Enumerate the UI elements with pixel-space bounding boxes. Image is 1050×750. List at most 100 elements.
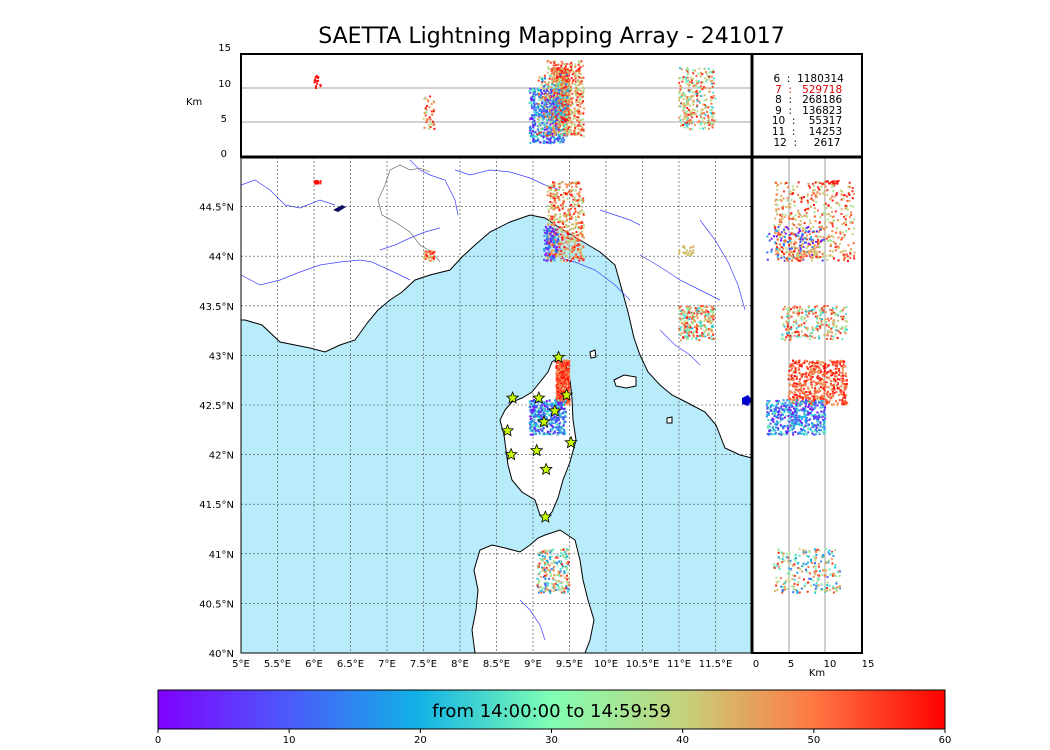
lightning-source xyxy=(573,198,576,201)
lightning-source-altitude xyxy=(432,110,435,113)
lightning-source xyxy=(532,419,535,422)
lightning-source-altitude xyxy=(565,72,568,75)
lightning-source-altitude xyxy=(686,73,689,76)
lightning-source xyxy=(528,400,531,403)
lightning-source xyxy=(555,246,558,249)
lightning-source-altitude xyxy=(679,86,682,89)
lightning-source xyxy=(695,314,698,317)
lightning-source xyxy=(678,329,681,332)
lightning-source-altitude xyxy=(548,117,551,120)
lightning-source-altitude xyxy=(582,86,585,89)
lightning-source-altitude xyxy=(572,71,575,74)
lightning-source-altitude xyxy=(560,138,563,141)
lightning-source xyxy=(550,415,553,418)
lightning-source xyxy=(678,307,681,310)
lightning-source-altitude xyxy=(703,94,706,97)
lightning-source-altitude xyxy=(685,98,688,101)
lightning-source xyxy=(680,312,683,315)
lightning-source-side xyxy=(817,371,820,374)
lightning-source-altitude xyxy=(534,124,537,127)
lightning-source-side xyxy=(838,368,841,371)
lightning-source-altitude xyxy=(556,91,559,94)
lightning-source xyxy=(541,413,544,416)
lightning-source-altitude xyxy=(561,114,564,117)
lightning-source-altitude xyxy=(562,83,565,86)
lightning-source-altitude xyxy=(537,119,540,122)
lightning-source-side xyxy=(820,378,823,381)
lightning-source-side xyxy=(798,419,801,422)
lightning-source xyxy=(561,256,564,259)
lightning-source xyxy=(711,313,714,316)
lightning-source-altitude xyxy=(581,93,584,96)
lightning-source xyxy=(714,337,717,340)
lightning-source-altitude xyxy=(685,111,688,114)
lightning-source xyxy=(319,182,322,185)
lightning-source xyxy=(544,253,547,256)
latitude-tick-label: 40.5°N xyxy=(199,599,234,610)
lightning-source xyxy=(558,254,561,257)
lightning-source-altitude xyxy=(564,88,567,91)
lightning-source-altitude xyxy=(568,113,571,116)
lightning-source-altitude xyxy=(559,100,562,103)
lightning-source-altitude xyxy=(557,81,560,84)
lightning-source-side xyxy=(813,364,816,367)
lightning-source xyxy=(562,367,565,370)
lightning-source xyxy=(558,368,561,371)
lightning-source xyxy=(582,258,585,261)
lightning-source xyxy=(564,399,567,402)
lightning-source-altitude xyxy=(536,90,539,93)
lightning-source-side xyxy=(836,378,839,381)
lightning-source-side xyxy=(844,365,847,368)
lightning-source-side xyxy=(816,381,819,384)
lightning-source xyxy=(563,362,566,365)
lightning-source-altitude xyxy=(678,105,681,108)
lightning-source xyxy=(706,310,709,313)
lightning-source-altitude xyxy=(563,116,566,119)
lightning-source xyxy=(551,207,554,210)
lightning-source-altitude xyxy=(577,63,580,66)
lightning-source-side xyxy=(793,427,796,430)
lightning-source-side xyxy=(818,413,821,416)
lightning-source-side xyxy=(810,379,813,382)
lightning-source xyxy=(701,309,704,312)
lightning-source xyxy=(557,586,560,589)
lightning-source-altitude xyxy=(707,118,710,121)
lightning-source-altitude xyxy=(553,65,556,68)
lightning-source-altitude xyxy=(565,119,568,122)
lightning-source xyxy=(567,571,570,574)
lightning-source xyxy=(541,550,544,553)
lightning-source-altitude xyxy=(550,68,553,71)
lightning-source xyxy=(683,325,686,328)
lightning-source-altitude xyxy=(694,69,697,72)
station-star-icon xyxy=(529,443,544,457)
lightning-source xyxy=(561,374,564,377)
lightning-source-altitude xyxy=(534,90,537,93)
lightning-source xyxy=(544,231,547,234)
lightning-source-altitude xyxy=(429,118,432,121)
lightning-source-altitude xyxy=(581,126,584,129)
lightning-source xyxy=(569,237,572,240)
lightning-source xyxy=(553,197,556,200)
lightning-source xyxy=(564,183,567,186)
lightning-source-altitude xyxy=(564,131,567,134)
lightning-source-altitude xyxy=(563,85,566,88)
lightning-source-altitude xyxy=(539,116,542,119)
lightning-source-side xyxy=(842,377,845,380)
lightning-source xyxy=(680,319,683,322)
lightning-source-altitude xyxy=(574,63,577,66)
lightning-source-altitude xyxy=(577,124,580,127)
lightning-source-altitude xyxy=(548,132,551,135)
lightning-source-side xyxy=(803,380,806,383)
lightning-source-altitude xyxy=(573,114,576,117)
lightning-source-side xyxy=(795,382,798,385)
lightning-source-altitude xyxy=(696,92,699,95)
lightning-source xyxy=(549,552,552,555)
lightning-source-altitude xyxy=(529,127,532,130)
lightning-source xyxy=(692,332,695,335)
lightning-source xyxy=(561,383,564,386)
lightning-source xyxy=(551,427,554,430)
lightning-source-altitude xyxy=(529,97,532,100)
lightning-source xyxy=(563,252,566,255)
lightning-source xyxy=(563,576,566,579)
lightning-source-altitude xyxy=(546,133,549,136)
